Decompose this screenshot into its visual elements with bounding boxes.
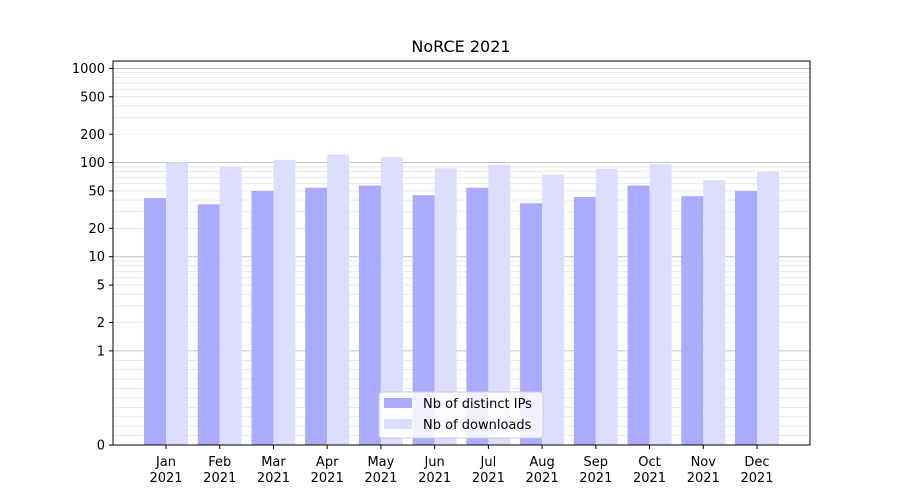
bar-series-2 [166, 162, 188, 445]
y-tick-label: 1 [97, 344, 105, 359]
bar-series-2 [757, 171, 779, 445]
bar-series-1 [305, 187, 328, 445]
y-tick-label: 20 [88, 222, 105, 237]
x-tick-label: Jul 2021 [472, 455, 505, 486]
bar-series-1 [251, 190, 274, 445]
legend-box [378, 391, 544, 439]
y-tick-label: 5 [97, 279, 105, 294]
x-tick-label: Mar 2021 [257, 455, 290, 486]
x-tick-label: Aug 2021 [526, 455, 559, 486]
y-tick-label: 100 [80, 156, 105, 171]
bar-series-1 [197, 204, 220, 445]
x-tick-label: Feb 2021 [203, 455, 236, 486]
bar-series-2 [542, 174, 565, 445]
x-tick-label: Apr 2021 [311, 455, 344, 486]
y-tick-label: 10 [88, 250, 105, 265]
bar-series-1 [412, 195, 435, 445]
bar-series-1 [573, 197, 596, 445]
legend-label: Nb of downloads [423, 418, 532, 433]
bar-series-1 [735, 190, 757, 445]
legend-swatch [384, 398, 412, 408]
bar-series-2 [488, 164, 511, 445]
y-tick-label: 1000 [72, 62, 105, 77]
bar-series-2 [273, 159, 296, 446]
legend-swatch [384, 419, 412, 429]
bar-series-1 [520, 203, 543, 445]
y-tick-label: 2 [97, 316, 105, 331]
x-tick-label: May 2021 [364, 455, 397, 486]
y-tick-label: 0 [97, 439, 105, 454]
y-axis-ticks: 0 1 2 5 10 20 50 100 200 500 1000 [72, 62, 113, 454]
y-tick-label: 50 [88, 184, 105, 199]
bar-series-2 [434, 168, 457, 446]
x-tick-label: Dec 2021 [740, 455, 773, 486]
legend: Nb of distinct IPs Nb of downloads [378, 391, 544, 439]
x-axis-ticks: Jan 2021 Feb 2021 Mar 2021 Apr 2021 May 2021 Jun 20… [149, 445, 774, 486]
bar-series-1 [627, 185, 650, 446]
x-tick-label: Oct 2021 [633, 455, 666, 486]
bar-series-1 [681, 196, 704, 445]
x-tick-label: Nov 2021 [687, 455, 720, 486]
bar-series-1 [358, 185, 381, 446]
chart-title: NoRCE 2021 [411, 37, 510, 56]
y-tick-label: 200 [80, 128, 105, 143]
bar-series-2 [649, 163, 672, 446]
bar-series-2 [595, 168, 618, 445]
y-tick-label: 500 [80, 90, 105, 105]
bar-series-1 [466, 187, 489, 445]
bar-series-2 [219, 166, 242, 446]
x-tick-label: Sep 2021 [579, 455, 612, 486]
legend-label: Nb of distinct IPs [423, 397, 532, 412]
bar-series-2 [703, 180, 726, 445]
x-tick-label: Jan 2021 [149, 455, 182, 486]
plot-frame [112, 60, 811, 446]
x-tick-label: Jun 2021 [418, 455, 451, 486]
bar-series-2 [380, 156, 403, 445]
bars [144, 154, 779, 446]
bar-series-2 [327, 154, 350, 446]
bar-series-1 [144, 198, 166, 445]
